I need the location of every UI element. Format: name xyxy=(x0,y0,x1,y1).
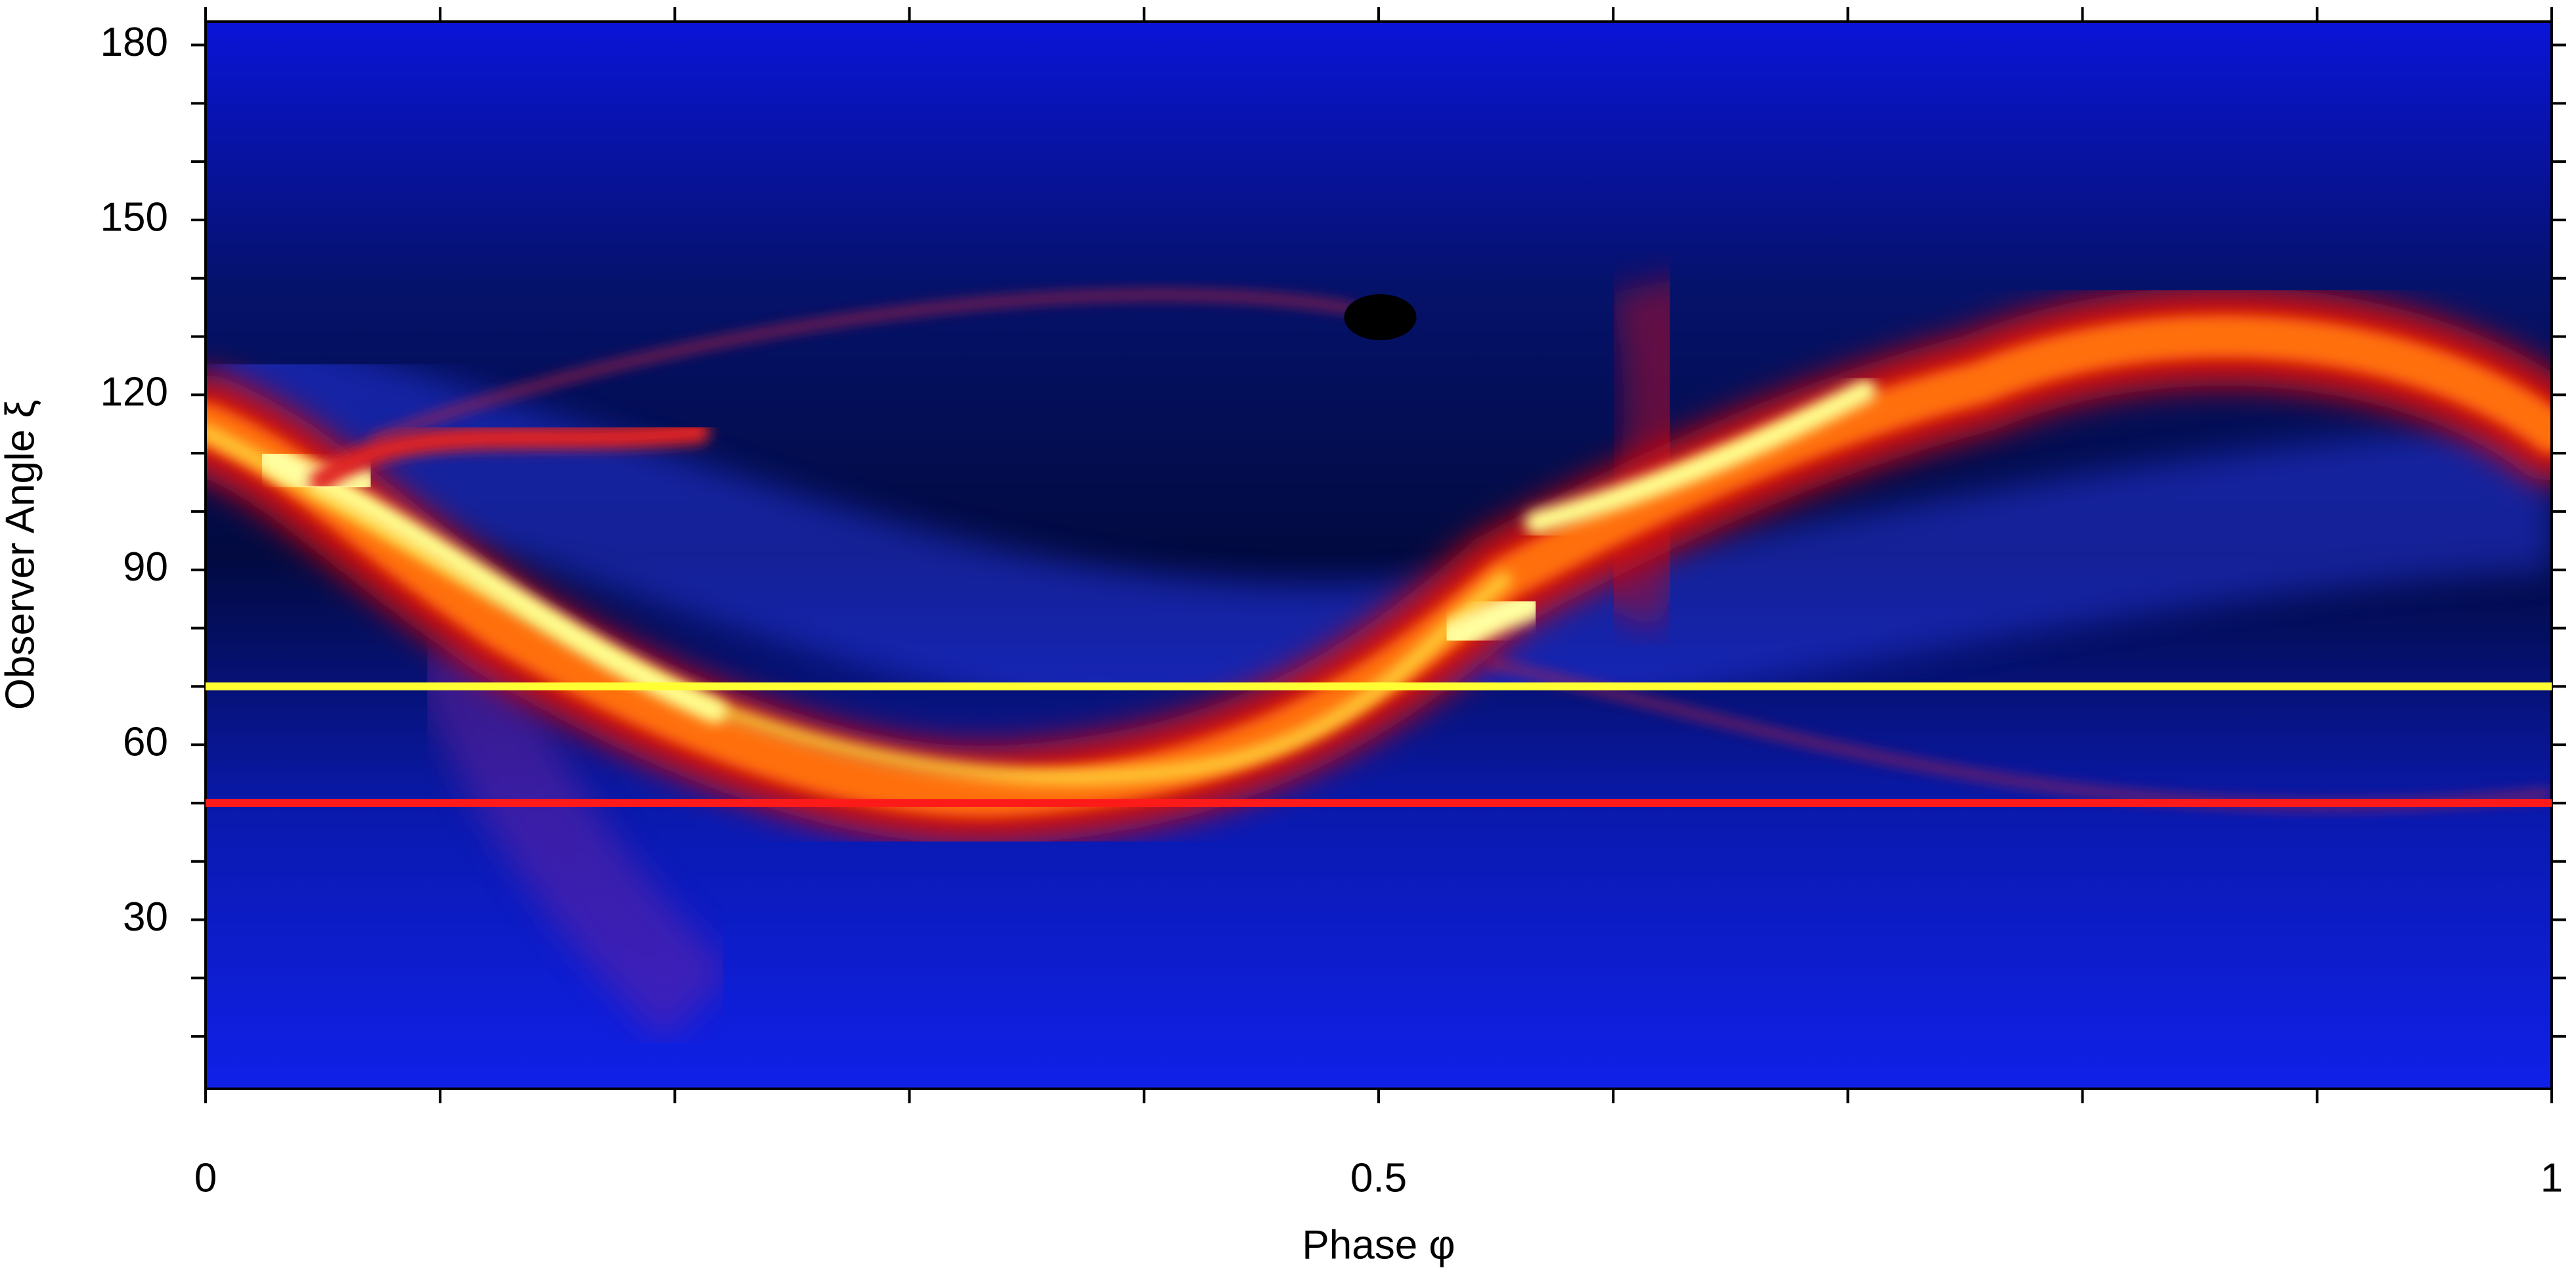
x-tick-label: 0.5 xyxy=(1350,1155,1407,1200)
y-tick-label: 150 xyxy=(100,194,168,240)
y-tick-label: 60 xyxy=(123,719,168,764)
y-tick-label: 180 xyxy=(100,20,168,65)
x-axis-label: Phase φ xyxy=(1302,1222,1455,1267)
y-axis-label: Observer Angle ξ xyxy=(0,400,43,710)
x-tick-label: 1 xyxy=(2541,1155,2563,1200)
y-tick-label: 90 xyxy=(123,544,168,590)
x-tick-label: 0 xyxy=(194,1155,217,1200)
y-tick-label: 30 xyxy=(123,894,168,940)
y-tick-label: 120 xyxy=(100,370,168,415)
sky-map xyxy=(206,22,2552,1089)
